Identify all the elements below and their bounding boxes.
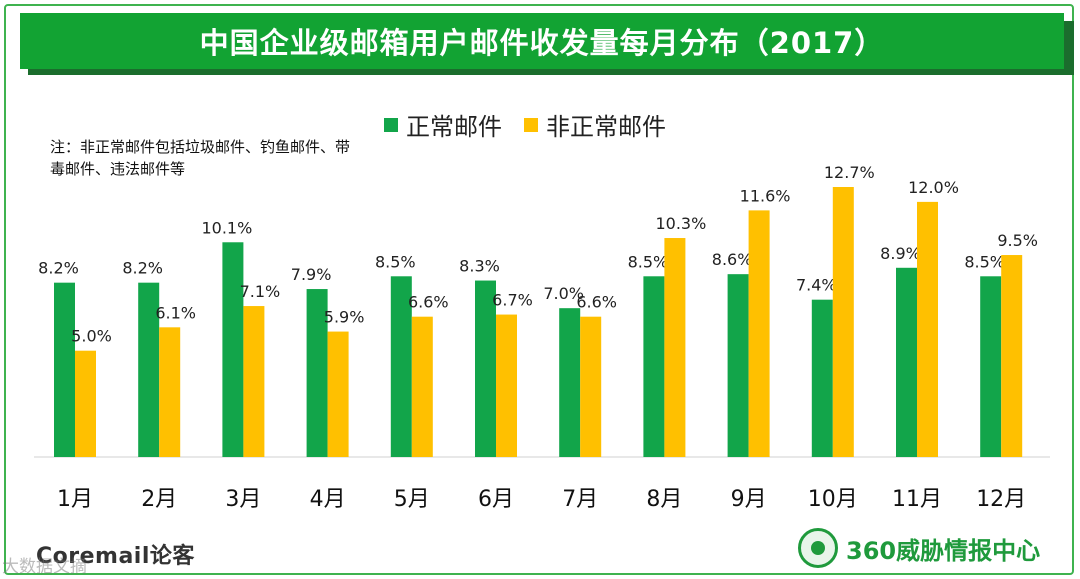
data-label-normal-1: 8.2% <box>38 259 79 278</box>
legend-label-normal: 正常邮件 <box>406 113 502 141</box>
bar-abnormal-4 <box>327 331 349 457</box>
bar-normal-10 <box>811 299 833 457</box>
x-tick-label-4: 4月 <box>310 487 346 512</box>
bar-abnormal-3 <box>243 306 265 457</box>
bar-normal-11 <box>896 267 917 457</box>
data-label-normal-5: 8.5% <box>375 252 416 271</box>
bar-abnormal-1 <box>75 350 96 457</box>
x-tick-label-9: 9月 <box>731 487 767 512</box>
x-tick-label-1: 1月 <box>57 487 93 512</box>
bar-normal-12 <box>980 276 1002 457</box>
data-label-abnormal-11: 12.0% <box>908 178 959 197</box>
bar-abnormal-10 <box>832 187 854 457</box>
data-label-abnormal-9: 11.6% <box>740 186 791 205</box>
data-label-normal-8: 8.5% <box>628 252 669 271</box>
seal-icon <box>798 528 838 568</box>
bar-normal-6 <box>475 280 496 457</box>
legend-item-abnormal: 非正常邮件 <box>524 107 666 142</box>
x-tick-label-8: 8月 <box>646 487 682 512</box>
bar-normal-2 <box>138 282 160 457</box>
bar-abnormal-8 <box>664 238 686 457</box>
data-label-abnormal-5: 6.6% <box>408 293 449 312</box>
chart-note: 注：非正常邮件包括垃圾邮件、钓鱼邮件、带毒邮件、违法邮件等 <box>50 138 351 178</box>
chart-legend: 正常邮件 非正常邮件 <box>384 107 688 142</box>
threat-center-logo-text: 360威胁情报中心 <box>846 536 1041 565</box>
bar-normal-3 <box>222 242 244 457</box>
x-tick-label-2: 2月 <box>141 487 177 512</box>
data-label-abnormal-1: 5.0% <box>71 327 112 346</box>
x-tick-label-12: 12月 <box>976 487 1026 512</box>
bar-normal-1 <box>54 282 75 457</box>
data-label-normal-10: 7.4% <box>796 276 837 295</box>
data-label-abnormal-6: 6.7% <box>492 291 533 310</box>
legend-label-abnormal: 非正常邮件 <box>546 113 666 141</box>
coremail-logo-text: Coremail论客 <box>36 544 195 569</box>
legend-swatch-abnormal <box>524 117 538 132</box>
x-tick-label-10: 10月 <box>808 487 858 512</box>
bar-abnormal-7 <box>580 316 602 457</box>
bar-abnormal-6 <box>496 314 517 457</box>
data-label-normal-11: 8.9% <box>880 244 921 263</box>
bar-normal-8 <box>643 276 665 457</box>
bar-normal-4 <box>306 289 328 457</box>
watermark-text: 大数据文摘 <box>2 557 87 577</box>
bar-abnormal-2 <box>159 327 181 457</box>
data-label-normal-4: 7.9% <box>291 265 332 284</box>
bar-abnormal-5 <box>411 316 433 457</box>
x-tick-label-6: 6月 <box>478 487 514 512</box>
x-tick-label-3: 3月 <box>225 487 261 512</box>
bar-normal-9 <box>727 274 749 457</box>
data-label-abnormal-2: 6.1% <box>155 303 196 322</box>
x-tick-label-5: 5月 <box>394 487 430 512</box>
data-label-normal-6: 8.3% <box>459 257 500 276</box>
bar-abnormal-12 <box>1001 255 1023 457</box>
coremail-logo: Coremail论客 <box>36 538 195 570</box>
data-label-abnormal-8: 10.3% <box>655 214 706 233</box>
data-label-normal-2: 8.2% <box>122 259 163 278</box>
x-tick-label-11: 11月 <box>892 487 942 512</box>
bar-normal-5 <box>390 276 412 457</box>
bar-normal-7 <box>559 308 581 457</box>
data-label-abnormal-12: 9.5% <box>997 231 1038 250</box>
bar-abnormal-9 <box>748 210 770 457</box>
data-label-abnormal-7: 6.6% <box>576 293 617 312</box>
chart-title: 中国企业级邮箱用户邮件收发量每月分布（2017） <box>20 13 1064 69</box>
legend-swatch-normal <box>384 117 398 132</box>
slide-frame <box>4 4 1074 575</box>
legend-item-normal: 正常邮件 <box>384 107 502 142</box>
data-label-abnormal-10: 12.7% <box>824 163 875 182</box>
data-label-normal-12: 8.5% <box>964 252 1005 271</box>
bar-abnormal-11 <box>917 201 938 457</box>
data-label-normal-9: 8.6% <box>712 250 753 269</box>
data-label-normal-3: 10.1% <box>201 218 252 237</box>
data-label-abnormal-3: 7.1% <box>240 282 281 301</box>
x-tick-label-7: 7月 <box>562 487 598 512</box>
data-label-abnormal-4: 5.9% <box>324 308 365 327</box>
data-label-normal-7: 7.0% <box>543 284 584 303</box>
threat-center-logo: 360威胁情报中心 <box>798 528 1040 568</box>
